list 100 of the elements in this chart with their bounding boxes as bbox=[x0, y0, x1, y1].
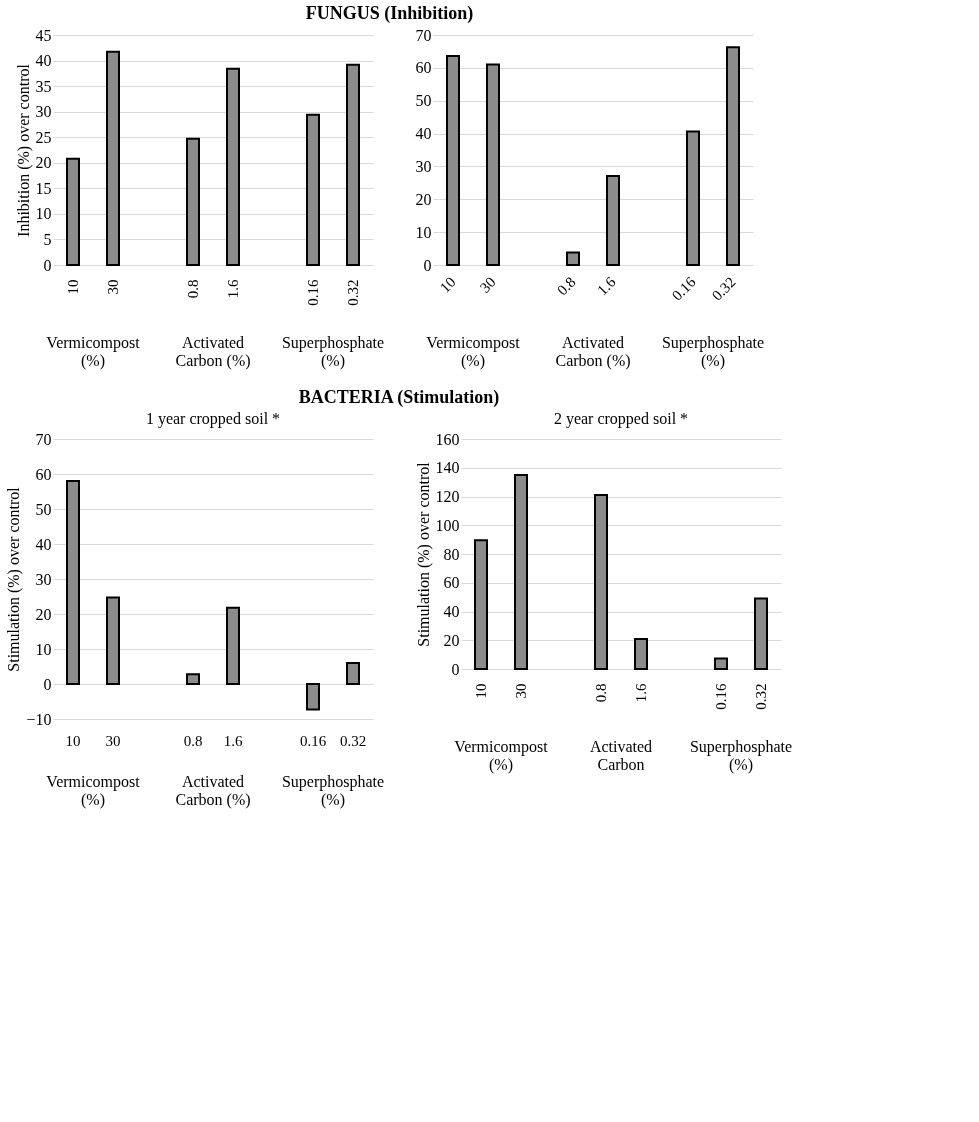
bar bbox=[226, 67, 240, 266]
text: Superphosphate (%) bbox=[661, 334, 765, 370]
x-tick-label: 0.32 bbox=[708, 273, 739, 304]
bar bbox=[306, 683, 320, 711]
text: Activated Carbon (%) bbox=[175, 773, 251, 809]
y-tick-label: 80 bbox=[443, 545, 460, 563]
bar bbox=[186, 673, 200, 685]
bar bbox=[306, 113, 320, 266]
y-tick-label: 40 bbox=[443, 603, 460, 620]
y-tick-label: 40 bbox=[35, 535, 52, 553]
y-axis-title: Stimulation (%) over control bbox=[5, 486, 24, 672]
text: Superphosphate (%) bbox=[281, 773, 385, 809]
y-tick-label: 10 bbox=[35, 640, 52, 658]
x-tick-label: 10 bbox=[65, 279, 81, 295]
y-tick-label: 30 bbox=[35, 103, 52, 121]
bar bbox=[486, 63, 500, 266]
y-tick-label: 70 bbox=[415, 26, 432, 44]
chart-subtitle: 2 year cropped soil * bbox=[553, 410, 689, 428]
bar bbox=[474, 539, 488, 670]
y-tick-label: 30 bbox=[415, 157, 432, 175]
y-tick-label: 40 bbox=[415, 125, 432, 143]
text: Activated Carbon (%) bbox=[175, 334, 251, 370]
y-tick-label: 40 bbox=[35, 52, 52, 70]
x-tick-label: 0.16 bbox=[299, 732, 327, 749]
bar bbox=[106, 50, 120, 266]
text: Vermicompost (%) bbox=[426, 334, 521, 370]
y-tick-label: 35 bbox=[35, 77, 52, 95]
x-tick-label: 10 bbox=[473, 683, 489, 699]
text: Vermicompost (%) bbox=[46, 334, 141, 370]
bar bbox=[346, 662, 360, 685]
y-tick-label: 0 bbox=[451, 660, 460, 678]
x-tick-label: 0.8 bbox=[554, 273, 579, 299]
y-tick-label: 20 bbox=[415, 190, 432, 208]
x-tick-label: 0.32 bbox=[339, 732, 367, 749]
y-tick-label: 10 bbox=[35, 205, 52, 223]
y-tick-label: 20 bbox=[35, 605, 52, 623]
x-tick-label: 0.8 bbox=[185, 279, 201, 299]
x-tick-label: 30 bbox=[105, 279, 121, 295]
y-tick-label: 70 bbox=[35, 430, 52, 448]
bar bbox=[754, 597, 768, 670]
text: Superphosphate (%) bbox=[689, 738, 793, 774]
x-tick-label: 0.8 bbox=[593, 683, 609, 703]
y-tick-label: 60 bbox=[415, 59, 432, 77]
y-tick-label: 50 bbox=[35, 500, 52, 518]
y-tick-label: 25 bbox=[35, 128, 52, 146]
y-axis-title: Stimulation (%) over control bbox=[414, 461, 433, 647]
bar bbox=[106, 596, 120, 685]
x-tick-label: 0.16 bbox=[305, 279, 321, 306]
bar bbox=[514, 473, 528, 670]
text: Vermicompost (%) bbox=[46, 773, 141, 809]
chart-subtitle: 1 year cropped soil * bbox=[145, 410, 281, 428]
y-tick-label: 60 bbox=[443, 574, 460, 592]
x-tick-label: 30 bbox=[513, 683, 529, 699]
chart-title: BACTERIA (Stimulation) bbox=[298, 387, 500, 408]
bar bbox=[726, 46, 740, 266]
y-axis-title: Inhibition (%) over control bbox=[14, 63, 33, 237]
y-tick-label: 20 bbox=[443, 631, 460, 649]
y-tick-label: 160 bbox=[435, 430, 460, 448]
x-tick-label: 0.8 bbox=[183, 732, 203, 749]
y-tick-label: 20 bbox=[35, 154, 52, 172]
bar bbox=[686, 130, 700, 266]
y-tick-label: 30 bbox=[35, 570, 52, 588]
x-tick-label: 0.32 bbox=[753, 683, 769, 710]
y-tick-label: 45 bbox=[35, 26, 52, 44]
x-tick-label: 0.16 bbox=[668, 273, 700, 304]
y-tick-label: 0 bbox=[43, 675, 52, 693]
text: Superphosphate (%) bbox=[281, 334, 385, 370]
bar bbox=[446, 55, 460, 266]
x-tick-label: 1.6 bbox=[225, 279, 241, 299]
bar bbox=[714, 657, 728, 670]
y-tick-label: 100 bbox=[435, 516, 460, 534]
x-tick-label: 1.6 bbox=[633, 683, 649, 703]
x-tick-label: 30 bbox=[105, 732, 121, 749]
x-tick-label: 1.6 bbox=[594, 273, 620, 299]
y-tick-label: 140 bbox=[435, 459, 460, 477]
x-tick-label: 30 bbox=[476, 273, 499, 296]
y-tick-label: 120 bbox=[435, 488, 460, 505]
y-tick-label: −10 bbox=[26, 710, 52, 728]
x-tick-label: 0.32 bbox=[345, 279, 361, 306]
text: Vermicompost (%) bbox=[454, 738, 549, 774]
y-tick-label: 50 bbox=[415, 92, 432, 110]
bar bbox=[66, 480, 80, 685]
x-tick-label: 0.16 bbox=[713, 683, 729, 710]
y-tick-label: 10 bbox=[415, 223, 432, 241]
y-tick-label: 5 bbox=[43, 230, 52, 248]
y-tick-label: 15 bbox=[35, 179, 52, 197]
bar bbox=[606, 174, 620, 266]
bar bbox=[634, 638, 648, 670]
y-tick-label: 0 bbox=[423, 256, 432, 274]
bar bbox=[66, 157, 80, 266]
chart-title: FUNGUS (Inhibition) bbox=[305, 3, 474, 24]
bar bbox=[186, 137, 200, 266]
text: Activated Carbon (%) bbox=[555, 334, 631, 370]
x-tick-label: 10 bbox=[65, 732, 81, 749]
text: Activated Carbon bbox=[589, 738, 653, 773]
bar bbox=[226, 606, 240, 685]
y-tick-label: 60 bbox=[35, 465, 52, 483]
bar bbox=[594, 494, 608, 670]
bar bbox=[346, 63, 360, 266]
y-tick-label: 0 bbox=[43, 256, 52, 274]
